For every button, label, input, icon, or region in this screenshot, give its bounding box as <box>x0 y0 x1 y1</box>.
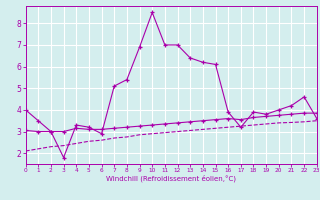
X-axis label: Windchill (Refroidissement éolien,°C): Windchill (Refroidissement éolien,°C) <box>106 175 236 182</box>
